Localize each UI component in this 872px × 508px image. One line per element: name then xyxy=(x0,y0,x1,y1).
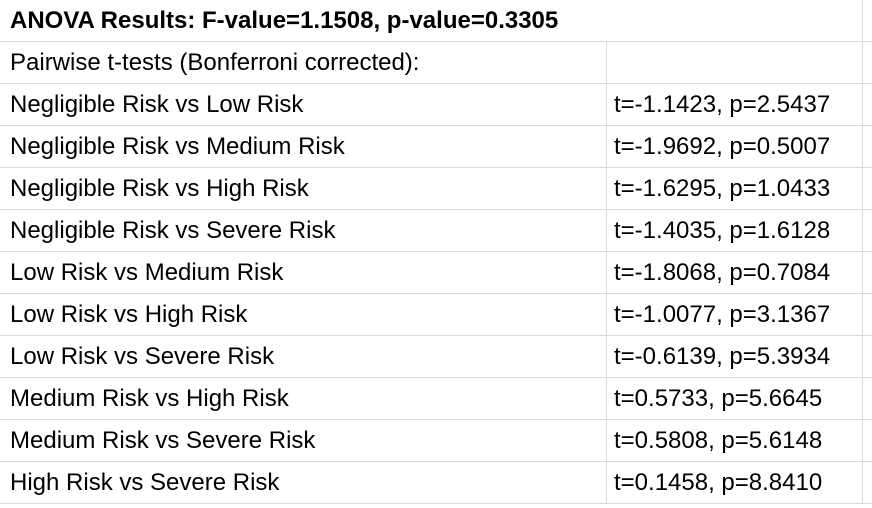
empty-cell[interactable] xyxy=(863,378,872,420)
table-row: Low Risk vs Medium Risk t=-1.8068, p=0.70… xyxy=(0,252,872,294)
empty-cell[interactable] xyxy=(607,42,863,84)
table-row: Negligible Risk vs Severe Risk t=-1.4035,… xyxy=(0,210,872,252)
empty-cell[interactable] xyxy=(863,126,872,168)
comparison-cell[interactable]: Low Risk vs Medium Risk xyxy=(0,252,607,294)
empty-cell[interactable] xyxy=(863,252,872,294)
comparison-cell[interactable]: Negligible Risk vs Medium Risk xyxy=(0,126,607,168)
result-cell[interactable]: t=-1.1423, p=2.5437 xyxy=(607,84,863,126)
empty-cell[interactable] xyxy=(863,84,872,126)
comparison-cell[interactable]: Negligible Risk vs Low Risk xyxy=(0,84,607,126)
comparison-cell[interactable]: Low Risk vs High Risk xyxy=(0,294,607,336)
comparison-cell[interactable]: Medium Risk vs Severe Risk xyxy=(0,420,607,462)
table-row: Negligible Risk vs High Risk t=-1.6295, p… xyxy=(0,168,872,210)
empty-cell[interactable] xyxy=(863,462,872,504)
comparison-cell[interactable]: Low Risk vs Severe Risk xyxy=(0,336,607,378)
anova-results-cell[interactable]: ANOVA Results: F-value=1.1508, p-value=0… xyxy=(0,0,863,42)
empty-cell[interactable] xyxy=(863,336,872,378)
result-cell[interactable]: t=-1.6295, p=1.0433 xyxy=(607,168,863,210)
empty-cell[interactable] xyxy=(863,294,872,336)
result-cell[interactable]: t=-1.9692, p=0.5007 xyxy=(607,126,863,168)
empty-cell[interactable] xyxy=(863,168,872,210)
empty-cell[interactable] xyxy=(863,42,872,84)
result-cell[interactable]: t=-0.6139, p=5.3934 xyxy=(607,336,863,378)
result-cell[interactable]: t=0.1458, p=8.8410 xyxy=(607,462,863,504)
table-row: Medium Risk vs Severe Risk t=0.5808, p=5.… xyxy=(0,420,872,462)
table-row: Low Risk vs High Risk t=-1.0077, p=3.1367 xyxy=(0,294,872,336)
result-cell[interactable]: t=-1.8068, p=0.7084 xyxy=(607,252,863,294)
comparison-cell[interactable]: Negligible Risk vs Severe Risk xyxy=(0,210,607,252)
table-row: Medium Risk vs High Risk t=0.5733, p=5.66… xyxy=(0,378,872,420)
result-cell[interactable]: t=-1.0077, p=3.1367 xyxy=(607,294,863,336)
comparison-cell[interactable]: Medium Risk vs High Risk xyxy=(0,378,607,420)
table-row: Low Risk vs Severe Risk t=-0.6139, p=5.39… xyxy=(0,336,872,378)
empty-cell[interactable] xyxy=(863,0,872,42)
subheader-row: Pairwise t-tests (Bonferroni corrected): xyxy=(0,42,872,84)
result-cell[interactable]: t=0.5733, p=5.6645 xyxy=(607,378,863,420)
comparison-cell[interactable]: Negligible Risk vs High Risk xyxy=(0,168,607,210)
pairwise-label-cell[interactable]: Pairwise t-tests (Bonferroni corrected): xyxy=(0,42,607,84)
result-cell[interactable]: t=-1.4035, p=1.6128 xyxy=(607,210,863,252)
empty-cell[interactable] xyxy=(863,210,872,252)
table-row: Negligible Risk vs Low Risk t=-1.1423, p=… xyxy=(0,84,872,126)
table-row: Negligible Risk vs Medium Risk t=-1.9692,… xyxy=(0,126,872,168)
comparison-cell[interactable]: High Risk vs Severe Risk xyxy=(0,462,607,504)
table-row: High Risk vs Severe Risk t=0.1458, p=8.84… xyxy=(0,462,872,504)
empty-cell[interactable] xyxy=(863,420,872,462)
header-row: ANOVA Results: F-value=1.1508, p-value=0… xyxy=(0,0,872,42)
result-cell[interactable]: t=0.5808, p=5.6148 xyxy=(607,420,863,462)
